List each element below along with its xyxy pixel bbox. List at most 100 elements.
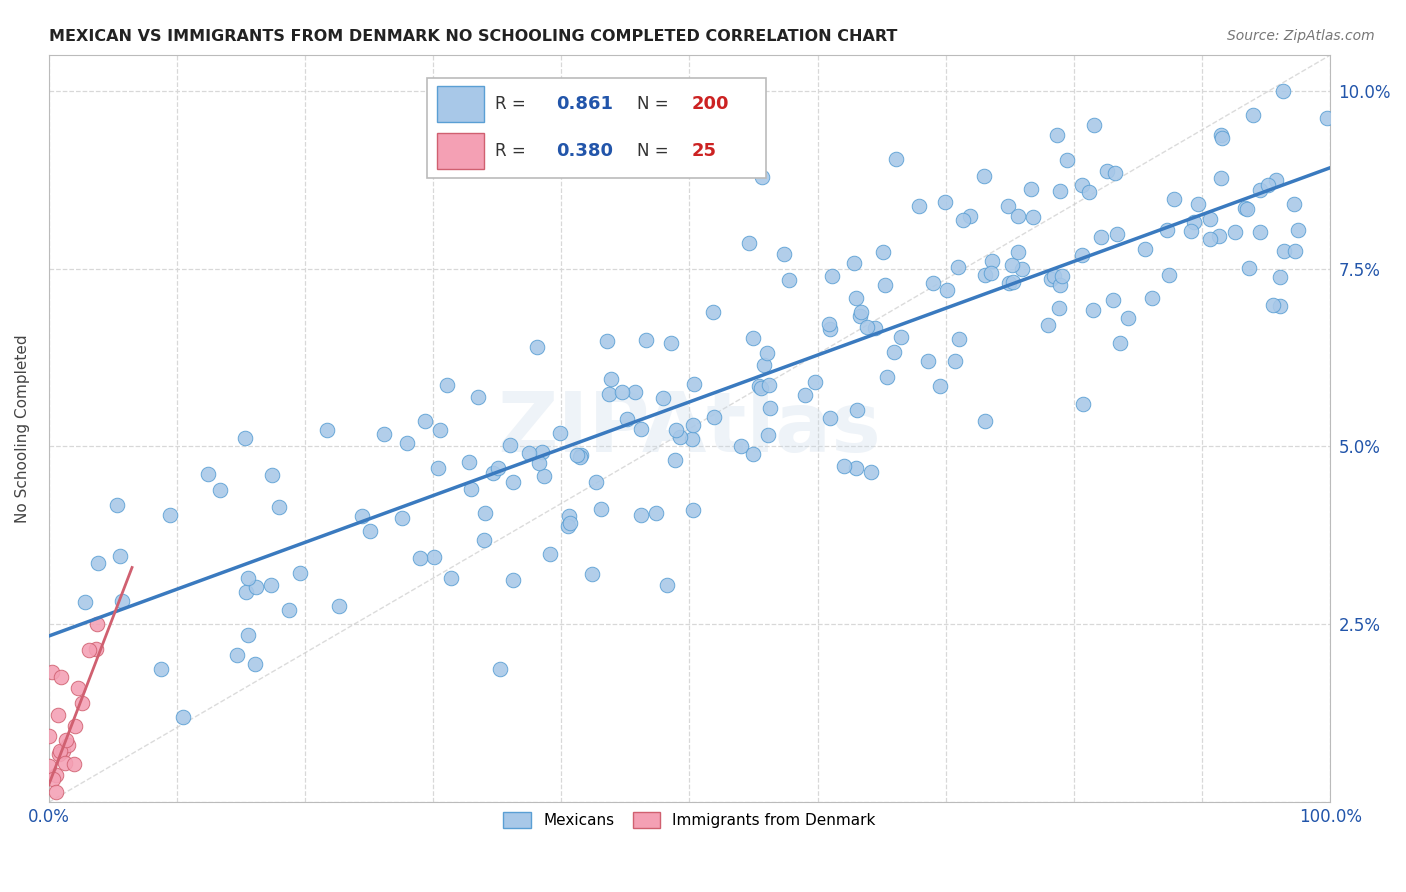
Text: MEXICAN VS IMMIGRANTS FROM DENMARK NO SCHOOLING COMPLETED CORRELATION CHART: MEXICAN VS IMMIGRANTS FROM DENMARK NO SC… bbox=[49, 29, 897, 44]
Point bbox=[669, 430, 692, 444]
Point bbox=[460, 482, 482, 496]
Point bbox=[1095, 164, 1118, 178]
Point bbox=[533, 469, 555, 483]
Point bbox=[46, 707, 69, 722]
Point bbox=[589, 501, 612, 516]
Point bbox=[702, 305, 724, 319]
Point bbox=[1047, 301, 1070, 315]
Point bbox=[260, 468, 283, 483]
Point bbox=[1257, 178, 1279, 192]
Point bbox=[1071, 178, 1094, 193]
Point bbox=[1241, 108, 1264, 122]
Point bbox=[1286, 223, 1309, 237]
Point bbox=[1002, 276, 1025, 290]
Point bbox=[794, 388, 817, 402]
Point bbox=[682, 502, 704, 516]
Point bbox=[1071, 248, 1094, 262]
Point bbox=[51, 815, 73, 830]
Point bbox=[415, 414, 437, 428]
Point bbox=[1011, 262, 1033, 277]
Point bbox=[952, 213, 974, 227]
Point bbox=[1022, 210, 1045, 224]
Point bbox=[429, 423, 451, 437]
Point bbox=[38, 729, 60, 743]
Point bbox=[391, 511, 413, 525]
Point bbox=[948, 332, 970, 346]
Point bbox=[66, 681, 89, 695]
Point bbox=[41, 665, 63, 679]
Point bbox=[426, 460, 449, 475]
Point bbox=[997, 199, 1019, 213]
Point bbox=[817, 317, 839, 331]
Point bbox=[1268, 270, 1291, 285]
Point bbox=[517, 446, 540, 460]
Point bbox=[65, 719, 87, 733]
Point bbox=[56, 816, 79, 830]
Point bbox=[890, 330, 912, 344]
Point bbox=[659, 336, 682, 351]
Point bbox=[1316, 111, 1339, 125]
Point bbox=[55, 732, 77, 747]
Point bbox=[651, 391, 673, 405]
Point bbox=[49, 670, 72, 684]
Point bbox=[599, 372, 621, 386]
Point bbox=[1109, 336, 1132, 351]
Point bbox=[664, 453, 686, 467]
Point bbox=[472, 533, 495, 548]
Point bbox=[645, 506, 668, 520]
Point bbox=[1265, 173, 1288, 187]
Point bbox=[1180, 224, 1202, 238]
Point bbox=[1249, 226, 1271, 240]
Point bbox=[703, 410, 725, 425]
Point bbox=[581, 566, 603, 581]
Point bbox=[980, 253, 1002, 268]
Point bbox=[235, 585, 257, 599]
Point bbox=[1036, 318, 1059, 333]
Point bbox=[818, 322, 841, 336]
Text: ZIPAtlas: ZIPAtlas bbox=[498, 388, 882, 469]
Point bbox=[845, 403, 868, 417]
Point bbox=[883, 344, 905, 359]
Point bbox=[530, 444, 553, 458]
Point bbox=[851, 305, 873, 319]
Point bbox=[845, 461, 868, 475]
Point bbox=[1263, 298, 1285, 312]
Point bbox=[87, 556, 110, 570]
Point bbox=[1090, 230, 1112, 244]
Point bbox=[267, 500, 290, 514]
Point bbox=[1133, 242, 1156, 256]
Point bbox=[1116, 310, 1139, 325]
Point bbox=[980, 265, 1002, 279]
Point bbox=[558, 509, 581, 524]
Point bbox=[48, 744, 70, 758]
Point bbox=[1187, 196, 1209, 211]
Point bbox=[159, 508, 181, 522]
Point bbox=[1163, 192, 1185, 206]
Point bbox=[238, 628, 260, 642]
Point bbox=[596, 334, 619, 349]
Point bbox=[45, 768, 67, 782]
Point bbox=[742, 331, 765, 345]
Point bbox=[1078, 185, 1101, 199]
Point bbox=[46, 816, 69, 830]
Point bbox=[997, 277, 1019, 291]
Point bbox=[1208, 229, 1230, 244]
Y-axis label: No Schooling Completed: No Schooling Completed bbox=[15, 334, 30, 523]
Point bbox=[52, 744, 75, 758]
Point bbox=[73, 595, 96, 609]
Point bbox=[749, 381, 772, 395]
Point bbox=[778, 273, 800, 287]
Point bbox=[748, 378, 770, 392]
Point bbox=[758, 401, 780, 415]
Point bbox=[730, 438, 752, 452]
Point bbox=[1071, 397, 1094, 411]
Point bbox=[1157, 268, 1180, 282]
Point bbox=[108, 549, 131, 563]
Point bbox=[172, 710, 194, 724]
Point bbox=[872, 245, 894, 260]
Point bbox=[499, 438, 522, 452]
Point bbox=[849, 310, 872, 324]
Point bbox=[683, 376, 706, 391]
Point bbox=[481, 467, 503, 481]
Point bbox=[58, 738, 80, 752]
